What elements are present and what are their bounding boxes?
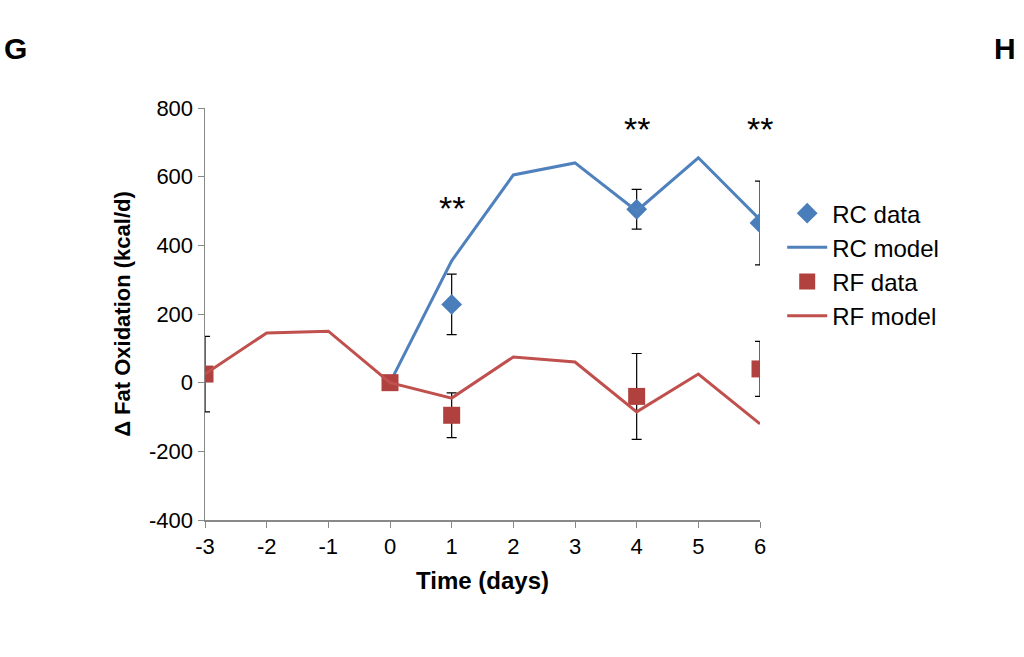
svg-text:3: 3 (569, 534, 581, 559)
svg-text:0: 0 (181, 370, 193, 395)
svg-text:RC data: RC data (832, 201, 921, 228)
svg-text:-200: -200 (149, 439, 193, 464)
svg-text:RF model: RF model (832, 303, 936, 330)
svg-text:**: ** (439, 189, 465, 227)
svg-text:2: 2 (507, 534, 519, 559)
svg-text:6: 6 (754, 534, 766, 559)
svg-text:-1: -1 (319, 534, 339, 559)
svg-text:4: 4 (631, 534, 643, 559)
svg-text:G: G (4, 32, 27, 65)
svg-text:H: H (994, 32, 1016, 65)
svg-text:**: ** (624, 110, 650, 148)
svg-text:800: 800 (156, 96, 193, 121)
svg-text:**: ** (747, 110, 773, 148)
svg-text:5: 5 (692, 534, 704, 559)
svg-text:RF data: RF data (832, 269, 918, 296)
svg-text:Time (days): Time (days) (416, 567, 549, 594)
svg-text:RC model: RC model (832, 235, 939, 262)
svg-text:600: 600 (156, 164, 193, 189)
svg-text:Δ Fat Oxidation (kcal/d): Δ Fat Oxidation (kcal/d) (110, 191, 135, 437)
svg-text:-2: -2 (257, 534, 277, 559)
svg-text:400: 400 (156, 233, 193, 258)
svg-text:-3: -3 (195, 534, 215, 559)
svg-text:-400: -400 (149, 508, 193, 533)
svg-text:1: 1 (446, 534, 458, 559)
svg-text:0: 0 (384, 534, 396, 559)
svg-text:200: 200 (156, 302, 193, 327)
